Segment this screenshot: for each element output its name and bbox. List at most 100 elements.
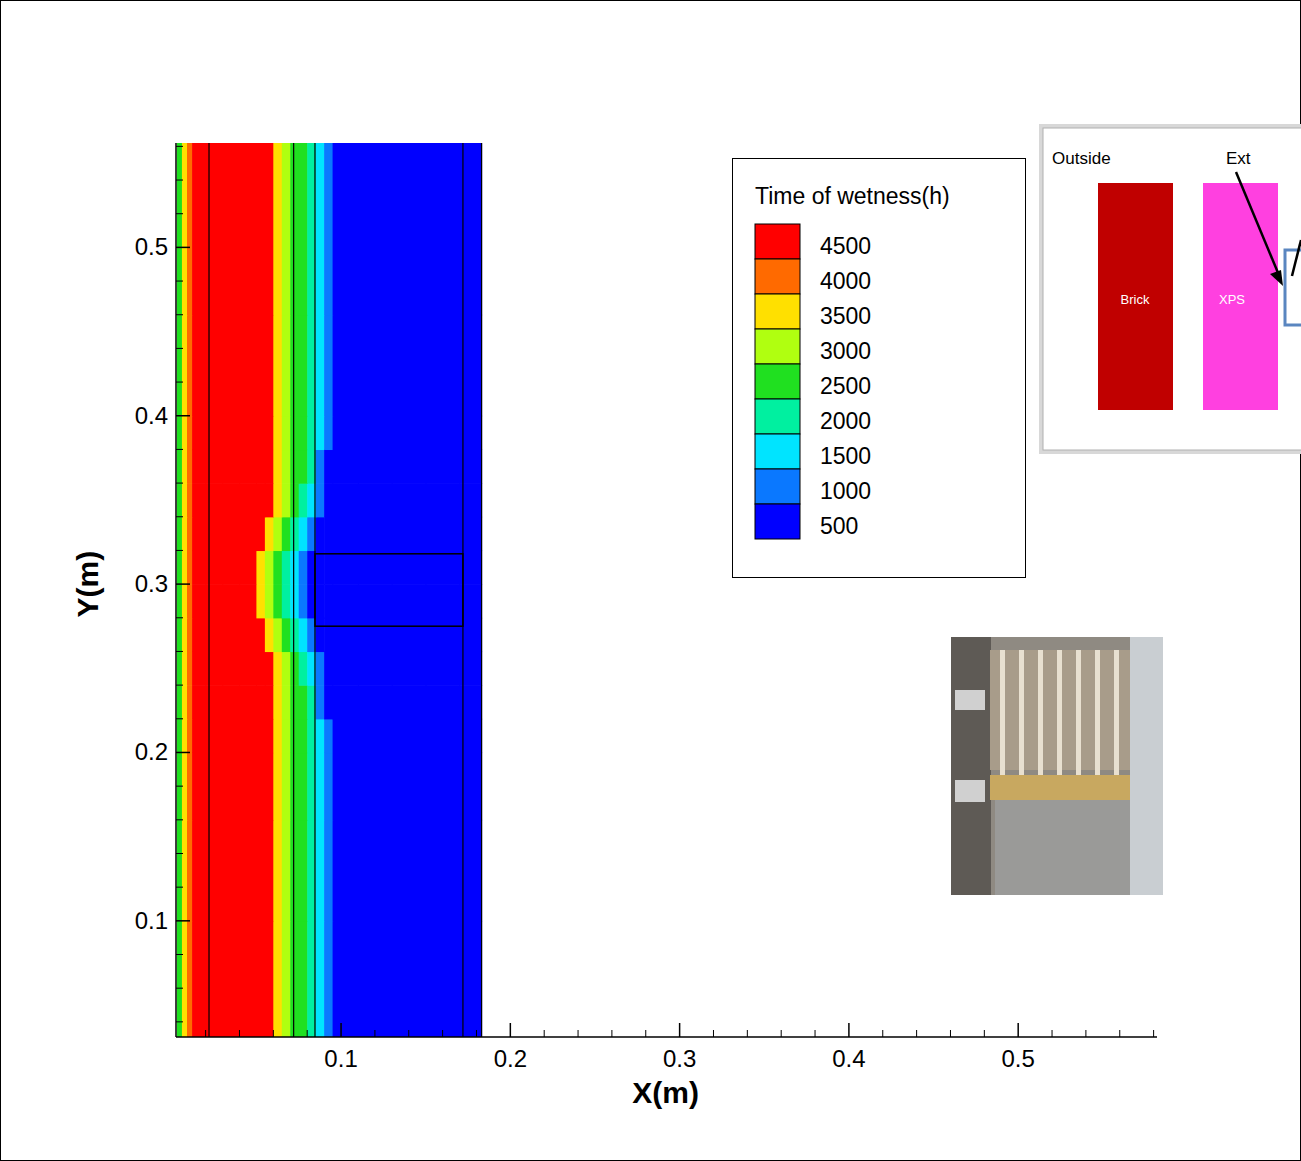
contour-cell: [192, 685, 206, 719]
legend-label: 2000: [820, 408, 871, 434]
contour-cell: [290, 143, 299, 315]
contour-cell: [299, 651, 308, 685]
contour-cell: [426, 752, 460, 820]
photo-part: [955, 780, 985, 802]
contour-cell: [187, 416, 193, 450]
contour-cell: [177, 449, 183, 483]
contour-cell: [177, 315, 183, 417]
contour-cell: [316, 618, 325, 652]
contour-cell: [392, 143, 426, 315]
contour-cell: [177, 483, 183, 517]
contour-cell: [273, 651, 282, 685]
contour-cell: [265, 416, 274, 450]
contour-cell: [392, 550, 426, 584]
contour-cell: [324, 618, 333, 652]
contour-cell: [223, 416, 241, 450]
contour-cell: [290, 416, 299, 450]
contour-cell: [182, 416, 188, 450]
contour-cell: [256, 584, 265, 618]
contour-cell: [282, 921, 291, 1037]
anchor: [315, 554, 463, 626]
contour-cell: [239, 315, 257, 417]
contour-cell: [333, 651, 359, 685]
x-minor-tick: [408, 1030, 409, 1037]
contour-cell: [324, 449, 333, 483]
contour-cell: [239, 416, 257, 450]
contour-cell: [192, 449, 206, 483]
contour-cell: [282, 416, 291, 450]
contour-cell: [223, 143, 241, 315]
contour-cell: [177, 921, 183, 1037]
contour-cell: [256, 921, 265, 1037]
inset-brick: [1098, 183, 1173, 410]
y-minor-tick: [176, 550, 183, 551]
contour-cell: [187, 483, 193, 517]
contour-cell: [182, 921, 188, 1037]
material-boundary: [293, 143, 294, 1037]
contour-cell: [299, 618, 308, 652]
y-tick: [176, 583, 190, 585]
contour-cell: [256, 315, 265, 417]
y-tick-label: 0.3: [135, 570, 168, 597]
contour-cell: [182, 449, 188, 483]
contour-cell: [256, 719, 265, 753]
contour-cell: [299, 483, 308, 517]
contour-cell: [273, 416, 282, 450]
legend-swatch: [755, 294, 800, 329]
contour-cell: [265, 584, 274, 618]
contour-cell: [316, 651, 325, 685]
contour-cell: [256, 550, 265, 584]
contour-cell: [282, 315, 291, 417]
contour-cell: [333, 618, 359, 652]
contour-cell: [223, 517, 241, 551]
x-minor-tick: [882, 1030, 883, 1037]
contour-cell: [333, 752, 359, 820]
contour-cell: [282, 517, 291, 551]
x-tick: [510, 1023, 512, 1037]
contour-cell: [392, 584, 426, 618]
contour-cell: [290, 618, 299, 652]
contour-cell: [282, 584, 291, 618]
contour-cell: [187, 517, 193, 551]
contour-cell: [177, 550, 183, 584]
contour-cell: [299, 719, 308, 753]
contour-cell: [239, 449, 257, 483]
contour-cell: [192, 651, 206, 685]
y-minor-tick: [176, 382, 183, 383]
inset-panel: [1043, 128, 1301, 450]
contour-cell: [206, 921, 224, 1037]
y-minor-tick: [176, 348, 183, 349]
contour-cell: [358, 719, 392, 753]
contour-cell: [290, 820, 299, 922]
contour-cell: [182, 618, 188, 652]
inset-xps: [1203, 183, 1278, 410]
contour-cell: [316, 143, 325, 315]
contour-cell: [187, 651, 193, 685]
contour-cell: [324, 921, 333, 1037]
contour-cell: [290, 719, 299, 753]
contour-cell: [299, 584, 308, 618]
contour-cell: [256, 449, 265, 483]
contour-cell: [426, 483, 460, 517]
contour-cell: [192, 550, 206, 584]
legend-label: 1000: [820, 478, 871, 504]
photo-bg: [951, 637, 1163, 895]
contour-cell: [187, 820, 193, 922]
contour-cell: [256, 820, 265, 922]
y-minor-tick: [176, 954, 183, 955]
legend-label: 2500: [820, 373, 871, 399]
contour-cell: [333, 517, 359, 551]
contour-cell: [324, 820, 333, 922]
contour-cell: [239, 143, 257, 315]
contour-cell: [290, 651, 299, 685]
inset-label: Outside: [1052, 149, 1111, 168]
contour-cell: [265, 449, 274, 483]
contour-cell: [256, 517, 265, 551]
contour-cell: [333, 416, 359, 450]
contour-cell: [223, 584, 241, 618]
inset-arrow: [1292, 240, 1301, 276]
contour-cell: [290, 517, 299, 551]
inset-label: Brick: [1121, 292, 1150, 307]
contour-cell: [223, 685, 241, 719]
contour-cell: [223, 618, 241, 652]
